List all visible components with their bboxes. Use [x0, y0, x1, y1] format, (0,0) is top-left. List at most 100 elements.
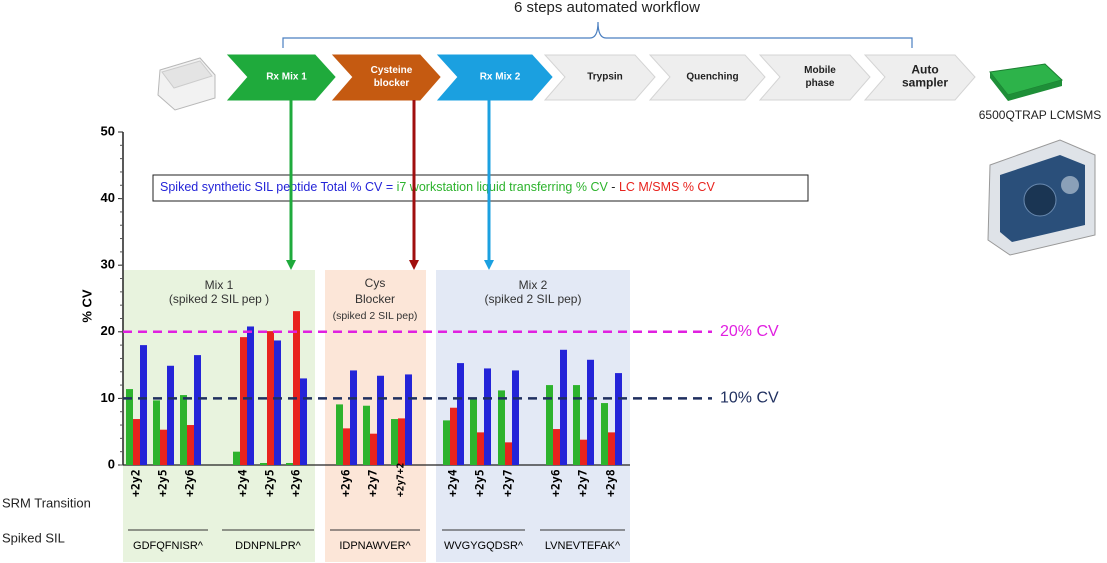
workflow-step	[226, 54, 336, 101]
step-label: Mobile	[804, 65, 836, 76]
bar	[187, 425, 194, 465]
step-label: Auto	[911, 63, 938, 77]
y-tick-label: 30	[101, 257, 115, 272]
bar	[443, 420, 450, 465]
x-tick-label: +2y4	[236, 469, 250, 497]
step-label: Cysteine	[371, 65, 413, 76]
x-tick-label: +2y7	[366, 469, 380, 497]
bar	[450, 407, 457, 465]
step-label: Trypsin	[587, 72, 623, 83]
bar	[573, 385, 580, 465]
bar	[363, 405, 370, 465]
plate-right	[989, 63, 1063, 101]
bar	[274, 340, 281, 465]
x-tick-label: +2y5	[473, 469, 487, 497]
step-label: sampler	[902, 76, 948, 90]
panel-label: Mix 1	[205, 278, 234, 292]
reference-label: 20% CV	[720, 323, 779, 340]
bar	[608, 432, 615, 465]
bar	[233, 451, 240, 465]
workflow-step	[436, 54, 553, 101]
y-tick-label: 40	[101, 190, 115, 205]
x-tick-label: +2y6	[549, 469, 563, 497]
workflow-step	[863, 54, 976, 101]
bar	[336, 404, 343, 465]
bar	[484, 368, 491, 465]
x-tick-label: +2y6	[183, 469, 197, 497]
bar	[343, 428, 350, 465]
workflow-step	[648, 54, 766, 101]
reference-label: 10% CV	[720, 390, 779, 407]
y-axis-label: % CV	[79, 289, 94, 323]
step-label: phase	[806, 78, 835, 89]
panel-label: Cys	[365, 276, 386, 290]
x-tick-label: +2y5	[156, 469, 170, 497]
bar	[286, 463, 293, 465]
x-tick-label: +2y7+2	[396, 463, 407, 497]
bar	[267, 331, 274, 465]
formula-box	[152, 174, 809, 202]
x-tick-label: +2y8	[604, 469, 618, 497]
formula-part: -	[611, 180, 619, 194]
bar	[167, 365, 174, 465]
workflow-step	[543, 54, 656, 101]
panel-label: Blocker	[355, 292, 395, 306]
bar	[398, 418, 405, 465]
bar	[160, 429, 167, 465]
bar	[457, 363, 464, 465]
bar	[153, 400, 160, 465]
x-tick-label: +2y7	[501, 469, 515, 497]
panel-mix1	[123, 270, 315, 562]
bar	[560, 349, 567, 465]
bar	[477, 432, 484, 465]
peptide-label: DDNPNLPR^	[235, 540, 302, 552]
formula-part: LC M/SMS % CV	[619, 180, 716, 194]
y-tick-label: 20	[101, 323, 115, 338]
instrument	[987, 139, 1096, 256]
step-label: Rx Mix 2	[480, 72, 521, 83]
bar	[505, 442, 512, 465]
arrow-head	[286, 260, 296, 270]
bar	[498, 390, 505, 465]
formula-part: =	[386, 180, 397, 194]
row-label: SRM Transition	[2, 495, 91, 510]
step-label: blocker	[374, 78, 410, 89]
instrument-label: 6500QTRAP LCMSMS	[979, 108, 1102, 122]
bar	[194, 355, 201, 465]
y-tick-label: 0	[108, 456, 115, 471]
bar	[377, 375, 384, 465]
panel-label: (spiked 2 SIL pep)	[333, 310, 418, 322]
panel-label: (spiked 2 SIL pep )	[169, 292, 269, 306]
bar	[247, 326, 254, 465]
bar	[615, 373, 622, 465]
bar	[240, 337, 247, 465]
workflow-step	[331, 54, 441, 101]
bar	[512, 370, 519, 465]
bar	[293, 311, 300, 465]
formula-part: i7 workstation liquid transferring % CV	[397, 180, 612, 194]
x-tick-label: +2y5	[263, 469, 277, 497]
arrow-head	[484, 260, 494, 270]
bar	[470, 398, 477, 465]
bar	[546, 385, 553, 465]
row-label: Spiked SIL	[2, 530, 65, 545]
step-label: Rx Mix 1	[266, 72, 307, 83]
bar	[587, 359, 594, 465]
bar	[126, 389, 133, 465]
bar	[391, 419, 398, 465]
x-tick-label: +2y6	[289, 469, 303, 497]
x-tick-label: +2y2	[129, 469, 143, 497]
bar	[350, 370, 357, 465]
peptide-label: IDPNAWVER^	[339, 540, 411, 552]
formula-part: Spiked synthetic SIL peptide Total % CV	[160, 180, 386, 194]
peptide-label: WVGYGQDSR^	[444, 540, 524, 552]
bar	[370, 433, 377, 465]
panel-mix2	[436, 270, 630, 562]
bar	[300, 378, 307, 465]
bar	[133, 419, 140, 465]
y-tick-label: 10	[101, 390, 115, 405]
peptide-label: GDFQFNISR^	[133, 540, 204, 552]
plate-left	[157, 57, 216, 111]
formula: Spiked synthetic SIL peptide Total % CV …	[160, 180, 715, 194]
